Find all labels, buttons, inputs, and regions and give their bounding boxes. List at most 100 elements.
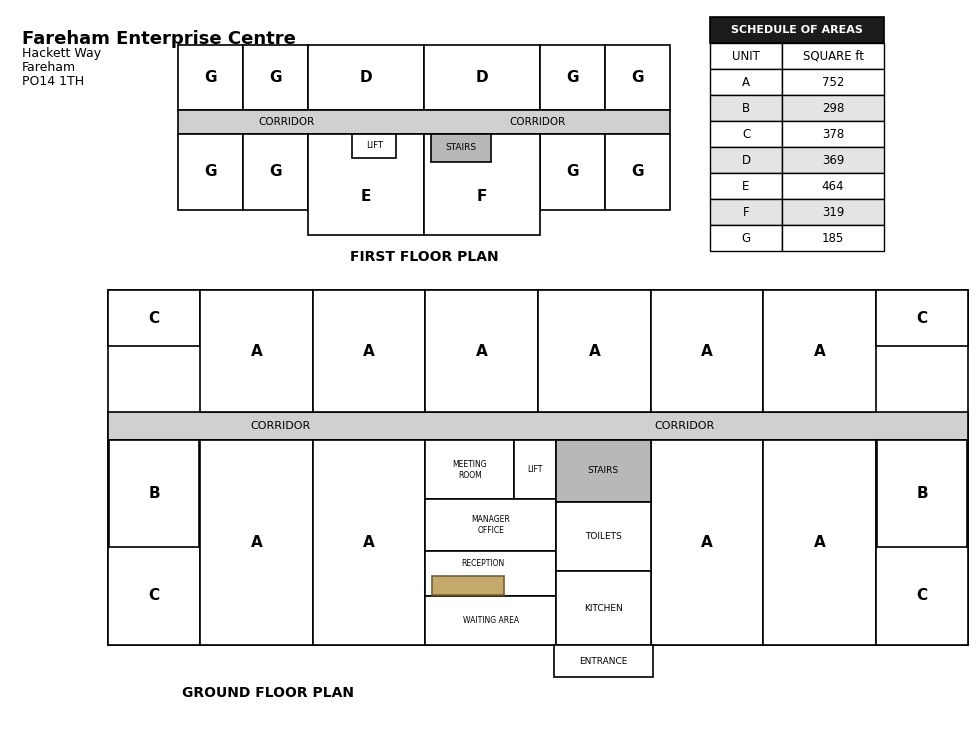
Text: G: G	[204, 165, 217, 180]
Text: F: F	[477, 189, 487, 204]
Bar	[782, 95, 884, 121]
Text: G: G	[204, 70, 217, 85]
Text: E: E	[361, 189, 371, 204]
Bar	[782, 69, 884, 95]
Bar	[540, 134, 605, 210]
Text: G: G	[566, 70, 579, 85]
Text: B: B	[148, 486, 160, 501]
Text: 298: 298	[822, 101, 844, 115]
Bar	[313, 440, 425, 645]
Text: GROUND FLOOR PLAN: GROUND FLOOR PLAN	[182, 686, 354, 700]
Bar	[424, 134, 540, 235]
Bar	[710, 173, 782, 199]
Text: Fareham: Fareham	[22, 61, 76, 74]
Bar	[108, 412, 968, 440]
Text: A: A	[588, 343, 600, 358]
Text: CORRIDOR: CORRIDOR	[250, 421, 310, 431]
Text: FIRST FLOOR PLAN: FIRST FLOOR PLAN	[350, 250, 498, 264]
Bar	[425, 596, 556, 645]
Text: LIFT: LIFT	[527, 465, 543, 475]
Text: LIFT: LIFT	[366, 142, 382, 150]
Bar	[243, 134, 308, 210]
Text: 752: 752	[822, 75, 844, 89]
Bar	[710, 121, 782, 147]
Text: A: A	[813, 535, 825, 550]
Text: CORRIDOR: CORRIDOR	[509, 117, 565, 127]
Bar	[782, 43, 884, 69]
Text: ENTRANCE: ENTRANCE	[579, 656, 627, 665]
Text: A: A	[251, 343, 263, 358]
Text: A: A	[813, 343, 825, 358]
Text: RECEPTION: RECEPTION	[462, 559, 505, 568]
Bar	[554, 645, 653, 677]
Text: F: F	[743, 206, 750, 218]
Bar	[425, 290, 538, 412]
Bar	[710, 95, 782, 121]
Bar	[424, 45, 540, 110]
Text: A: A	[251, 535, 263, 550]
Bar	[877, 440, 967, 547]
Bar	[178, 134, 243, 210]
Text: 319: 319	[822, 206, 844, 218]
Bar	[876, 290, 968, 346]
Text: D: D	[742, 153, 751, 166]
Bar	[710, 43, 782, 69]
Text: G: G	[631, 70, 644, 85]
Text: Fareham Enterprise Centre: Fareham Enterprise Centre	[22, 30, 296, 48]
Text: CORRIDOR: CORRIDOR	[654, 421, 714, 431]
Text: CORRIDOR: CORRIDOR	[258, 117, 315, 127]
Text: TOILETS: TOILETS	[585, 532, 621, 541]
Text: A: A	[701, 535, 712, 550]
Bar	[108, 440, 200, 645]
Bar	[556, 501, 651, 571]
Bar	[710, 69, 782, 95]
Text: 464: 464	[822, 180, 844, 192]
Bar	[425, 551, 556, 596]
Text: G: G	[270, 165, 282, 180]
Text: G: G	[566, 165, 579, 180]
Bar	[876, 440, 968, 645]
Text: C: C	[742, 127, 750, 141]
Text: E: E	[742, 180, 750, 192]
Bar	[432, 576, 504, 595]
Text: A: A	[476, 343, 487, 358]
Text: G: G	[742, 232, 751, 244]
Text: A: A	[742, 75, 750, 89]
Text: Hackett Way: Hackett Way	[22, 47, 101, 60]
Text: A: A	[364, 535, 375, 550]
Bar	[514, 440, 556, 499]
Bar	[710, 17, 884, 43]
Text: G: G	[631, 165, 644, 180]
Text: C: C	[916, 311, 927, 326]
Bar	[308, 134, 424, 235]
Bar	[782, 225, 884, 251]
Bar	[782, 121, 884, 147]
Bar	[108, 290, 968, 645]
Bar	[710, 199, 782, 225]
Text: WAITING AREA: WAITING AREA	[463, 616, 518, 625]
Text: 185: 185	[822, 232, 844, 244]
Bar	[710, 225, 782, 251]
Text: STAIRS: STAIRS	[446, 144, 476, 153]
Bar	[605, 134, 670, 210]
Bar	[651, 290, 763, 412]
Text: B: B	[916, 486, 928, 501]
Bar	[782, 147, 884, 173]
Text: C: C	[916, 589, 927, 603]
Bar	[178, 45, 243, 110]
Bar	[200, 290, 313, 412]
Bar	[200, 440, 313, 645]
Text: STAIRS: STAIRS	[588, 466, 619, 475]
Bar	[431, 134, 491, 162]
Text: MEETING
ROOM: MEETING ROOM	[453, 460, 487, 480]
Text: 378: 378	[822, 127, 844, 141]
Text: SCHEDULE OF AREAS: SCHEDULE OF AREAS	[731, 25, 863, 35]
Text: UNIT: UNIT	[732, 49, 760, 63]
Bar	[763, 290, 876, 412]
Bar	[108, 290, 200, 346]
Bar	[651, 440, 763, 645]
Bar	[782, 173, 884, 199]
Bar	[556, 440, 651, 501]
Bar	[425, 440, 514, 499]
Text: D: D	[360, 70, 372, 85]
